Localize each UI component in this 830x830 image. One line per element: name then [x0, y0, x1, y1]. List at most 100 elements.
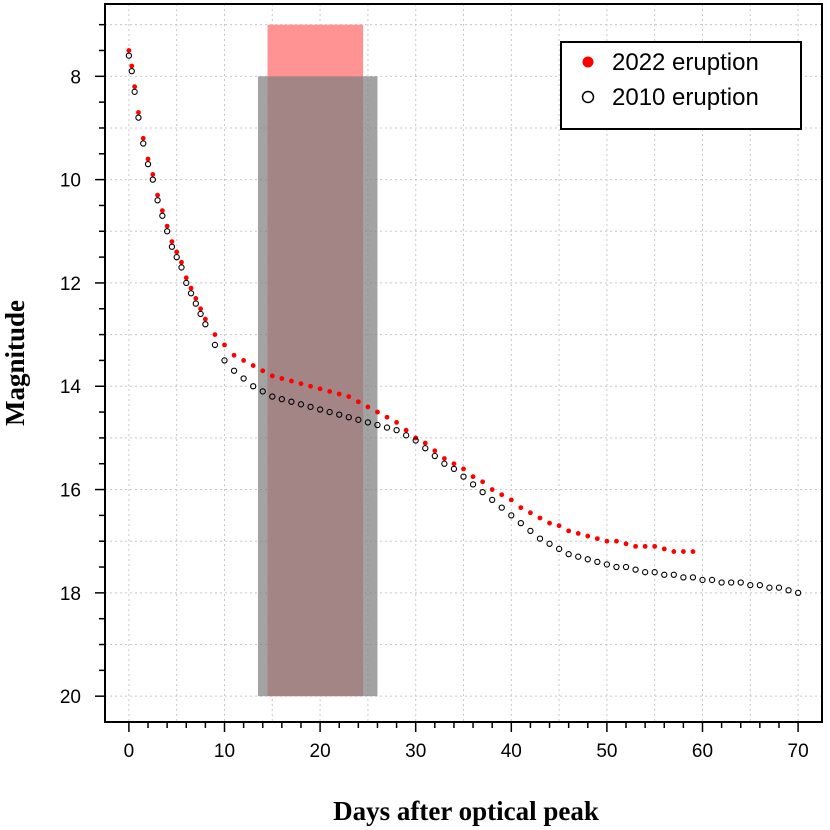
data-point-2022 — [566, 528, 572, 534]
y-axis: 8 10 12 14 16 18 20 — [60, 23, 105, 708]
data-point-2010 — [747, 581, 754, 589]
data-point-2010 — [708, 576, 716, 584]
y-tick-label: 18 — [60, 584, 81, 605]
x-tick-label: 70 — [788, 741, 809, 762]
data-point-2022 — [403, 427, 409, 433]
data-point-2010 — [250, 383, 257, 390]
data-point-2010 — [345, 414, 352, 421]
data-point-2010 — [670, 571, 677, 578]
legend-label-2010: 2010 eruption — [612, 84, 759, 111]
data-point-2010 — [651, 569, 658, 576]
data-point-2010 — [288, 398, 295, 405]
data-point-2022 — [642, 543, 648, 549]
data-point-2022 — [633, 543, 638, 549]
data-point-2022 — [169, 239, 175, 245]
data-point-2010 — [125, 52, 133, 59]
shaded-regions — [257, 24, 378, 697]
data-point-2022 — [537, 515, 543, 521]
y-tick-label: 16 — [60, 481, 81, 502]
data-point-2022 — [384, 414, 390, 420]
legend-marker-2010 — [581, 90, 595, 104]
data-point-2010 — [149, 176, 156, 183]
plot-frame — [104, 3, 823, 723]
data-point-2022 — [155, 192, 160, 198]
data-point-2010 — [402, 432, 410, 439]
data-point-2010 — [450, 465, 458, 473]
data-point-2010 — [422, 445, 429, 452]
y-tick-label: 10 — [60, 171, 81, 192]
data-point-2010 — [211, 341, 219, 349]
data-point-2010 — [131, 88, 138, 95]
legend-box — [560, 41, 802, 130]
data-point-2010 — [718, 579, 725, 586]
data-point-2022 — [365, 404, 371, 410]
data-point-2022 — [145, 156, 151, 162]
data-point-2010 — [794, 589, 802, 597]
legend-marker-2022 — [582, 56, 594, 68]
data-point-2022 — [250, 363, 256, 368]
data-point-2010 — [364, 419, 372, 426]
data-point-2022 — [375, 409, 380, 415]
data-point-2022 — [547, 520, 552, 526]
data-point-2010 — [383, 424, 391, 431]
data-point-2010 — [374, 421, 381, 429]
data-point-2022 — [441, 456, 447, 461]
data-point-2010 — [517, 519, 525, 527]
data-point-2010 — [680, 574, 687, 581]
data-point-2010 — [192, 300, 199, 307]
data-point-2022 — [575, 531, 581, 536]
data-points — [125, 48, 802, 597]
data-point-2010 — [508, 512, 515, 519]
data-point-2010 — [622, 563, 630, 571]
data-point-2022 — [604, 538, 610, 544]
data-point-2010 — [594, 558, 601, 566]
data-point-2010 — [163, 228, 171, 235]
data-point-2010 — [355, 416, 362, 423]
x-tick-label: 40 — [501, 741, 522, 762]
data-point-2010 — [159, 212, 166, 219]
data-point-2022 — [480, 479, 486, 485]
data-point-2022 — [132, 84, 138, 90]
data-point-2010 — [221, 357, 228, 364]
data-point-2010 — [756, 581, 764, 589]
data-point-2010 — [489, 496, 496, 504]
data-point-2022 — [336, 391, 342, 397]
data-point-2010 — [603, 561, 611, 568]
data-point-2022 — [279, 376, 285, 381]
x-tick-label: 0 — [124, 741, 135, 762]
legend: 2022 eruption 2010 eruption — [560, 41, 802, 130]
y-tick-label: 12 — [60, 274, 81, 295]
data-point-2022 — [451, 461, 457, 467]
data-point-2010 — [135, 114, 142, 121]
data-point-2010 — [479, 488, 486, 496]
x-tick-label: 30 — [405, 741, 426, 762]
data-point-2022 — [126, 48, 132, 53]
data-point-2022 — [129, 63, 135, 69]
data-point-2022 — [159, 208, 165, 214]
data-point-2022 — [269, 373, 275, 379]
data-point-2022 — [174, 249, 180, 255]
data-point-2022 — [680, 549, 686, 554]
data-point-2010 — [785, 587, 792, 594]
data-point-2010 — [316, 406, 324, 413]
data-point-2010 — [178, 264, 185, 271]
data-point-2022 — [136, 110, 141, 115]
data-point-2022 — [164, 223, 170, 229]
data-point-2022 — [499, 492, 505, 498]
data-point-2010 — [230, 367, 238, 374]
data-point-2010 — [168, 243, 176, 250]
data-point-2010 — [202, 321, 209, 328]
data-point-2010 — [584, 556, 591, 563]
data-point-2010 — [128, 68, 135, 75]
data-point-2022 — [623, 541, 629, 547]
data-point-2010 — [307, 403, 314, 411]
data-point-2022 — [690, 549, 696, 554]
data-point-2010 — [527, 527, 534, 535]
data-point-2010 — [661, 571, 668, 578]
data-point-2022 — [193, 296, 199, 301]
data-point-2022 — [518, 505, 524, 511]
data-point-2022 — [556, 523, 562, 529]
data-point-2022 — [317, 386, 323, 392]
data-point-2022 — [461, 466, 466, 472]
